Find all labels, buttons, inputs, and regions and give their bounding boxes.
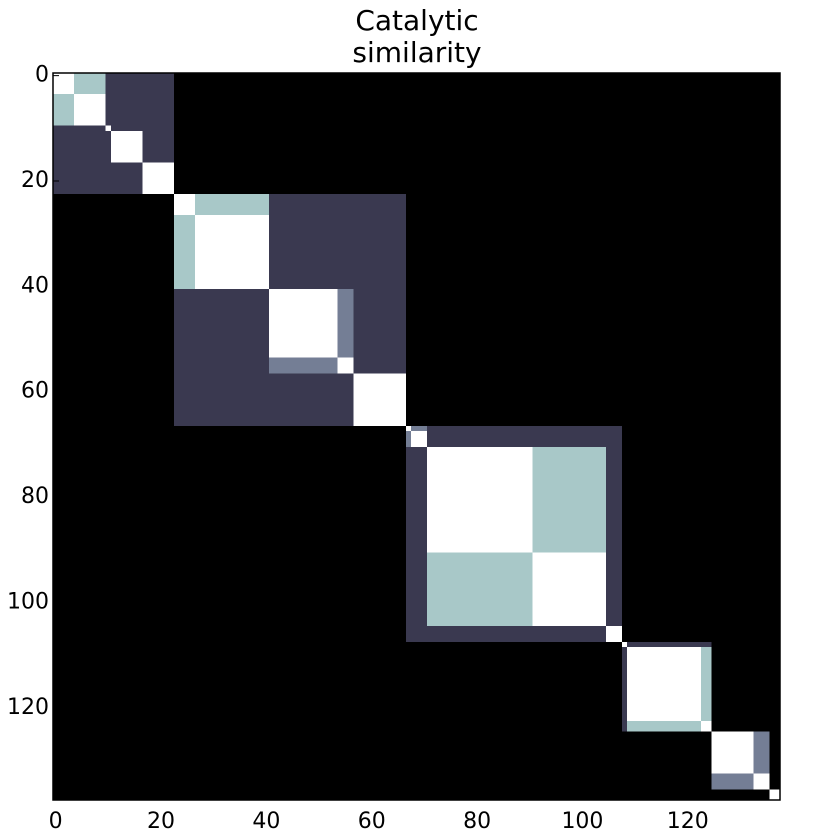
y-tick-label: 0: [35, 63, 49, 88]
heatmap-block: [142, 162, 175, 195]
heatmap-block: [606, 626, 622, 642]
y-tick-label: 20: [21, 168, 49, 193]
heatmap-block: [532, 552, 607, 627]
x-tick-label: 120: [667, 809, 709, 834]
heatmap-block: [53, 73, 75, 95]
heatmap-block: [74, 94, 106, 126]
heatmap-block: [105, 125, 111, 131]
x-tick-label: 20: [147, 809, 175, 834]
x-tick-label: 100: [561, 809, 603, 834]
heatmap-block: [753, 773, 770, 790]
heatmap: [53, 73, 780, 800]
y-tick-label: 100: [7, 589, 49, 614]
heatmap-block: [769, 789, 780, 800]
y-tick-label: 80: [21, 484, 49, 509]
heatmap-block: [174, 194, 196, 216]
chart-title: similarity: [352, 36, 481, 69]
heatmap-block: [405, 425, 412, 432]
y-tick-label: 40: [21, 273, 49, 298]
heatmap-block: [195, 215, 269, 289]
x-tick-label: 80: [463, 809, 491, 834]
heatmap-block: [621, 641, 628, 648]
heatmap-block: [700, 720, 712, 732]
y-tick-label: 60: [21, 379, 49, 404]
chart-title: Catalytic: [355, 4, 478, 37]
plot-frame: [52, 72, 781, 801]
heatmap-block: [711, 731, 754, 774]
x-tick-label: 60: [358, 809, 386, 834]
heatmap-block: [627, 647, 701, 721]
y-tick-label: 120: [7, 695, 49, 720]
heatmap-block: [427, 447, 533, 553]
heatmap-block: [337, 357, 354, 374]
x-tick-label: 0: [49, 809, 63, 834]
heatmap-block: [110, 130, 143, 163]
x-tick-label: 40: [252, 809, 280, 834]
heatmap-block: [411, 431, 428, 448]
heatmap-block: [268, 288, 338, 358]
heatmap-block: [353, 373, 406, 426]
